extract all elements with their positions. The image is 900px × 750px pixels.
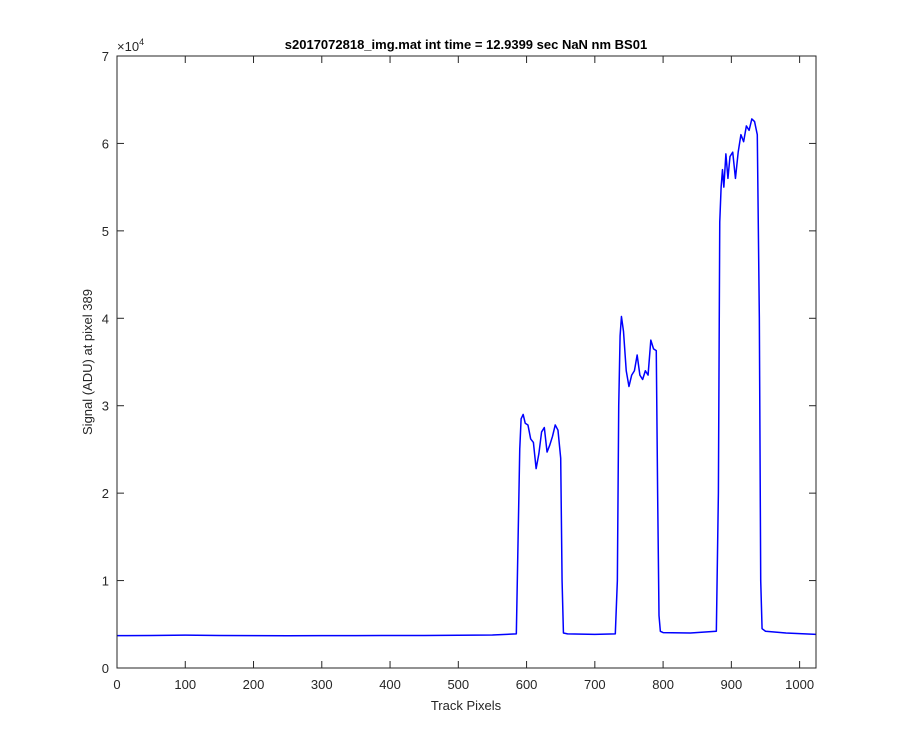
y-tick-label: 2: [102, 486, 109, 501]
y-tick-label: 5: [102, 224, 109, 239]
x-axis-label: Track Pixels: [431, 698, 502, 713]
series-line: [116, 118, 817, 637]
plot-area: [117, 56, 816, 668]
y-tick-label: 0: [102, 661, 109, 676]
y-tick-label: 6: [102, 136, 109, 151]
y-multiplier-base: ×10: [117, 39, 139, 54]
svg-text:×104: ×104: [117, 37, 144, 54]
x-tick-label: 600: [516, 677, 538, 692]
y-tick-label: 7: [102, 49, 109, 64]
x-tick-label: 500: [447, 677, 469, 692]
x-tick-label: 400: [379, 677, 401, 692]
x-tick-label: 700: [584, 677, 606, 692]
y-tick-label: 4: [102, 311, 109, 326]
x-tick-label: 900: [721, 677, 743, 692]
chart-title: s2017072818_img.mat int time = 12.9399 s…: [285, 37, 647, 52]
x-tick-label: 1000: [785, 677, 814, 692]
y-tick-label: 1: [102, 574, 109, 589]
y-axis-label: Signal (ADU) at pixel 389: [80, 289, 95, 435]
x-tick-label: 100: [174, 677, 196, 692]
y-axis-multiplier: ×104: [117, 37, 144, 54]
x-tick-label: 300: [311, 677, 333, 692]
y-multiplier-exponent: 4: [139, 37, 144, 47]
x-tick-label: 200: [243, 677, 265, 692]
x-tick-label: 800: [652, 677, 674, 692]
axes-box: [116, 55, 817, 669]
y-tick-label: 3: [102, 399, 109, 414]
x-axis-ticks: 0 100 200 300 400 500 600 700 800 900 1000: [113, 56, 814, 692]
x-tick-label: 0: [113, 677, 120, 692]
